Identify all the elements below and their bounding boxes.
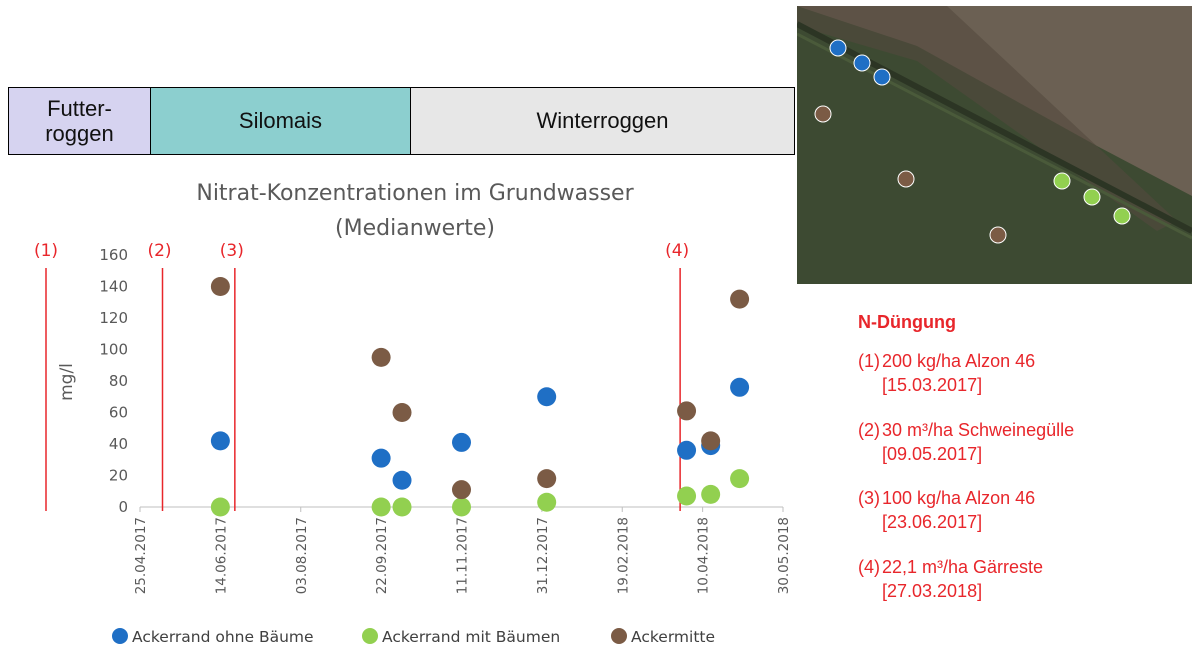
event-marker-label: (2) [147, 241, 171, 261]
fertilization-num: (2) [858, 419, 880, 440]
x-tick-label: 10.04.2018 [696, 517, 712, 594]
event-marker-label: (3) [220, 241, 244, 261]
fertilization-num: (1) [858, 351, 880, 371]
crop-label: Winterroggen [536, 108, 669, 134]
y-tick-label: 0 [118, 498, 128, 516]
x-tick-label: 22.09.2017 [374, 517, 390, 594]
fertilization-text: 200 kg/ha Alzon 46 [882, 351, 1036, 371]
data-point [701, 484, 721, 504]
x-tick-label: 25.04.2017 [133, 517, 149, 594]
field-plot [797, 6, 1192, 196]
crop-timeline-bar: Futter- roggen Silomais Winterroggen [8, 87, 795, 157]
data-point [452, 480, 471, 500]
x-tick-label: 03.08.2017 [294, 517, 310, 594]
fertilization-num: (4) [858, 556, 880, 577]
data-point [210, 497, 230, 517]
data-point [537, 387, 557, 407]
fertilization-item: (2) 30 m³/ha Schweinegülle [09.05.2017] [858, 418, 1074, 467]
y-tick-label: 80 [109, 372, 128, 390]
data-point [392, 470, 412, 490]
legend-label: Ackerrand ohne Bäume [132, 628, 314, 646]
data-point [210, 277, 230, 296]
fertilization-text: 30 m³/ha Schweinegülle [882, 419, 1075, 440]
y-tick-label: 40 [109, 435, 128, 453]
x-tick-label: 11.11.2017 [455, 517, 471, 594]
data-point [392, 497, 412, 517]
fertilization-title: N-Düngung [858, 312, 956, 332]
fertilization-panel: N-Düngung (1) 200 kg/ha Alzon 46 [15.03.2… [858, 312, 1074, 623]
data-point [452, 497, 471, 517]
crop-winterroggen: Winterroggen [411, 87, 795, 155]
data-point [371, 347, 391, 367]
y-tick-label: 120 [99, 309, 128, 327]
x-tick-label: 19.02.2018 [615, 517, 631, 594]
fertilization-text: 22,1 m³/ha Gärreste [882, 556, 1044, 577]
data-point [730, 377, 750, 397]
fertilization-item: (3) 100 kg/ha Alzon 46 [23.06.2017] [858, 486, 1074, 535]
data-point [537, 492, 557, 512]
map-sampling-point [829, 39, 847, 57]
x-tick-label: 31.12.2017 [535, 517, 551, 594]
fertilization-num: (3) [858, 488, 880, 509]
legend-marker [112, 628, 128, 644]
fertilization-item: (4) 22,1 m³/ha Gärreste [27.03.2018] [858, 555, 1074, 604]
chart-title: Nitrat-Konzentrationen im Grundwasser [196, 181, 634, 206]
legend-label: Ackermitte [631, 628, 715, 646]
data-point [701, 431, 721, 451]
fertilization-date: [27.03.2018] [882, 581, 983, 602]
data-point [677, 440, 697, 460]
y-tick-label: 20 [109, 467, 128, 485]
y-axis-label: mg/l [57, 363, 77, 401]
data-point [677, 486, 697, 506]
satellite-map [797, 6, 1192, 284]
map-sampling-point [1083, 188, 1101, 206]
fertilization-text: 100 kg/ha Alzon 46 [882, 488, 1036, 509]
fertilization-date: [09.05.2017] [882, 443, 983, 464]
fertilization-date: [23.06.2017] [882, 512, 983, 533]
y-tick-label: 160 [99, 246, 128, 264]
data-point [452, 432, 471, 452]
crop-futterroggen: Futter- roggen [8, 87, 151, 155]
data-point [371, 497, 391, 517]
data-point [392, 403, 412, 422]
nitrate-chart: Nitrat-Konzentrationen im Grundwasser (Me… [34, 181, 792, 646]
legend-marker [362, 628, 378, 644]
y-tick-label: 100 [99, 341, 128, 359]
data-point [730, 469, 750, 489]
x-tick-label: 14.06.2017 [213, 517, 229, 594]
map-sampling-point [853, 54, 871, 72]
fertilization-item: (1) 200 kg/ha Alzon 46 [15.03.2017] [858, 349, 1074, 398]
event-marker-label: (4) [665, 241, 689, 261]
data-point [537, 469, 557, 489]
map-sampling-point [989, 226, 1007, 244]
chart-subtitle: (Medianwerte) [335, 216, 495, 241]
crop-label: Futter- roggen [45, 95, 114, 146]
map-sampling-point [1113, 207, 1131, 225]
crop-silomais: Silomais [151, 87, 411, 155]
crop-label: Silomais [238, 108, 323, 134]
y-tick-label: 60 [109, 404, 128, 422]
legend-marker [611, 628, 627, 644]
event-marker-label: (1) [34, 241, 58, 261]
y-tick-label: 140 [99, 278, 128, 296]
map-sampling-point [873, 68, 891, 86]
data-point [730, 289, 750, 309]
map-sampling-point [814, 105, 832, 123]
map-sampling-point [897, 170, 915, 188]
x-tick-label: 30.05.2018 [776, 517, 792, 594]
legend-label: Ackerrand mit Bäumen [382, 628, 560, 646]
data-point [677, 401, 697, 421]
map-sampling-point [1053, 172, 1071, 190]
data-point [371, 448, 391, 468]
data-point [210, 431, 230, 451]
fertilization-date: [15.03.2017] [882, 375, 983, 396]
